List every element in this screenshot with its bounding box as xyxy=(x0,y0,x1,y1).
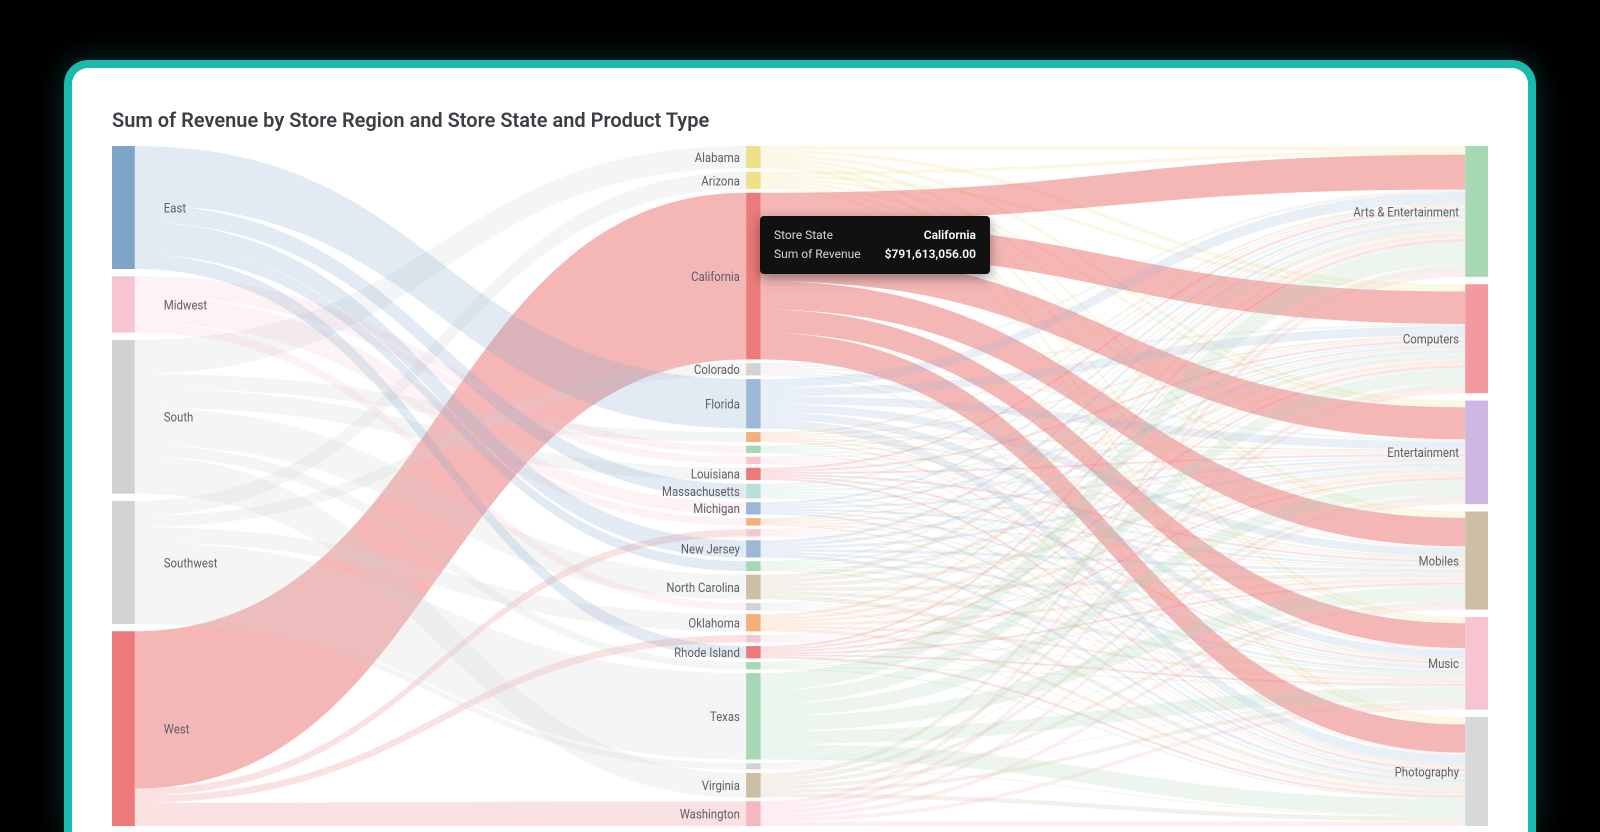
sankey-node[interactable] xyxy=(746,773,761,798)
sankey-node[interactable] xyxy=(746,432,761,442)
node-label: Florida xyxy=(705,397,740,413)
node-label: Midwest xyxy=(164,297,207,313)
sankey-node[interactable] xyxy=(1465,617,1488,710)
sankey-node[interactable] xyxy=(746,502,761,514)
sankey-chart[interactable]: East Midwest South Southwest West Alabama Ariz… xyxy=(112,146,1488,826)
sankey-node[interactable] xyxy=(746,363,761,375)
node-label: Oklahoma xyxy=(688,616,740,632)
sankey-node[interactable] xyxy=(112,501,135,624)
sankey-node[interactable] xyxy=(746,468,761,480)
sankey-node[interactable] xyxy=(746,457,761,464)
sankey-node[interactable] xyxy=(112,340,135,494)
node-label: Arts & Entertainment xyxy=(1353,204,1459,220)
node-label: Michigan xyxy=(693,501,740,517)
sankey-node[interactable] xyxy=(746,529,761,536)
sankey-node[interactable] xyxy=(746,518,761,525)
node-label: Music xyxy=(1428,656,1459,672)
node-label: Colorado xyxy=(694,362,740,378)
node-label: Computers xyxy=(1403,332,1459,348)
sankey-node[interactable] xyxy=(746,561,761,571)
node-label: Southwest xyxy=(164,555,218,571)
chart-inner: Sum of Revenue by Store Region and Store… xyxy=(72,68,1528,832)
node-label: Washington xyxy=(680,807,740,823)
link-state-product[interactable] xyxy=(761,146,1466,151)
node-label: Entertainment xyxy=(1387,445,1459,461)
node-label: South xyxy=(164,410,194,426)
links-region-state xyxy=(135,146,746,826)
node-label: Arizona xyxy=(701,174,740,190)
node-label: Alabama xyxy=(695,150,740,166)
sankey-node[interactable] xyxy=(746,446,761,453)
chart-title: Sum of Revenue by Store Region and Store… xyxy=(112,108,1488,132)
chart-card: Sum of Revenue by Store Region and Store… xyxy=(64,60,1536,832)
sankey-node[interactable] xyxy=(1465,511,1488,609)
sankey-node[interactable] xyxy=(1465,717,1488,826)
node-label: Louisiana xyxy=(691,467,740,483)
sankey-node[interactable] xyxy=(746,614,761,631)
links-state-product xyxy=(761,146,1466,826)
link-region-state[interactable] xyxy=(135,801,746,826)
sankey-node[interactable] xyxy=(746,662,761,669)
sankey-node[interactable] xyxy=(746,379,761,428)
chart-area: East Midwest South Southwest West Alabama Ariz… xyxy=(112,146,1488,826)
node-label: North Carolina xyxy=(666,580,740,596)
sankey-node[interactable] xyxy=(112,276,135,332)
node-label: Mobiles xyxy=(1419,554,1459,570)
sankey-node[interactable] xyxy=(746,635,761,642)
sankey-node[interactable] xyxy=(746,801,761,826)
node-label: Photography xyxy=(1395,764,1459,780)
link-state-product[interactable] xyxy=(761,821,1466,826)
node-label: Texas xyxy=(710,709,740,725)
sankey-node[interactable] xyxy=(746,575,761,600)
sankey-node[interactable] xyxy=(1465,146,1488,277)
sankey-node[interactable] xyxy=(112,146,135,269)
sankey-node[interactable] xyxy=(746,673,761,759)
node-label: New Jersey xyxy=(681,542,740,558)
sankey-node[interactable] xyxy=(746,603,761,610)
node-label: West xyxy=(164,722,190,738)
node-label: East xyxy=(164,201,186,217)
sankey-node[interactable] xyxy=(746,172,761,189)
sankey-node[interactable] xyxy=(746,763,761,769)
sankey-node[interactable] xyxy=(746,484,761,499)
node-label: Rhode Island xyxy=(674,645,740,661)
sankey-node[interactable] xyxy=(112,631,135,826)
sankey-node[interactable] xyxy=(1465,284,1488,393)
sankey-node[interactable] xyxy=(746,193,761,360)
node-label: California xyxy=(691,269,740,285)
sankey-node[interactable] xyxy=(1465,401,1488,505)
sankey-node[interactable] xyxy=(746,540,761,557)
sankey-node[interactable] xyxy=(746,646,761,658)
node-label: Massachusetts xyxy=(662,484,740,500)
node-label: Virginia xyxy=(702,778,740,794)
sankey-node[interactable] xyxy=(746,146,761,168)
